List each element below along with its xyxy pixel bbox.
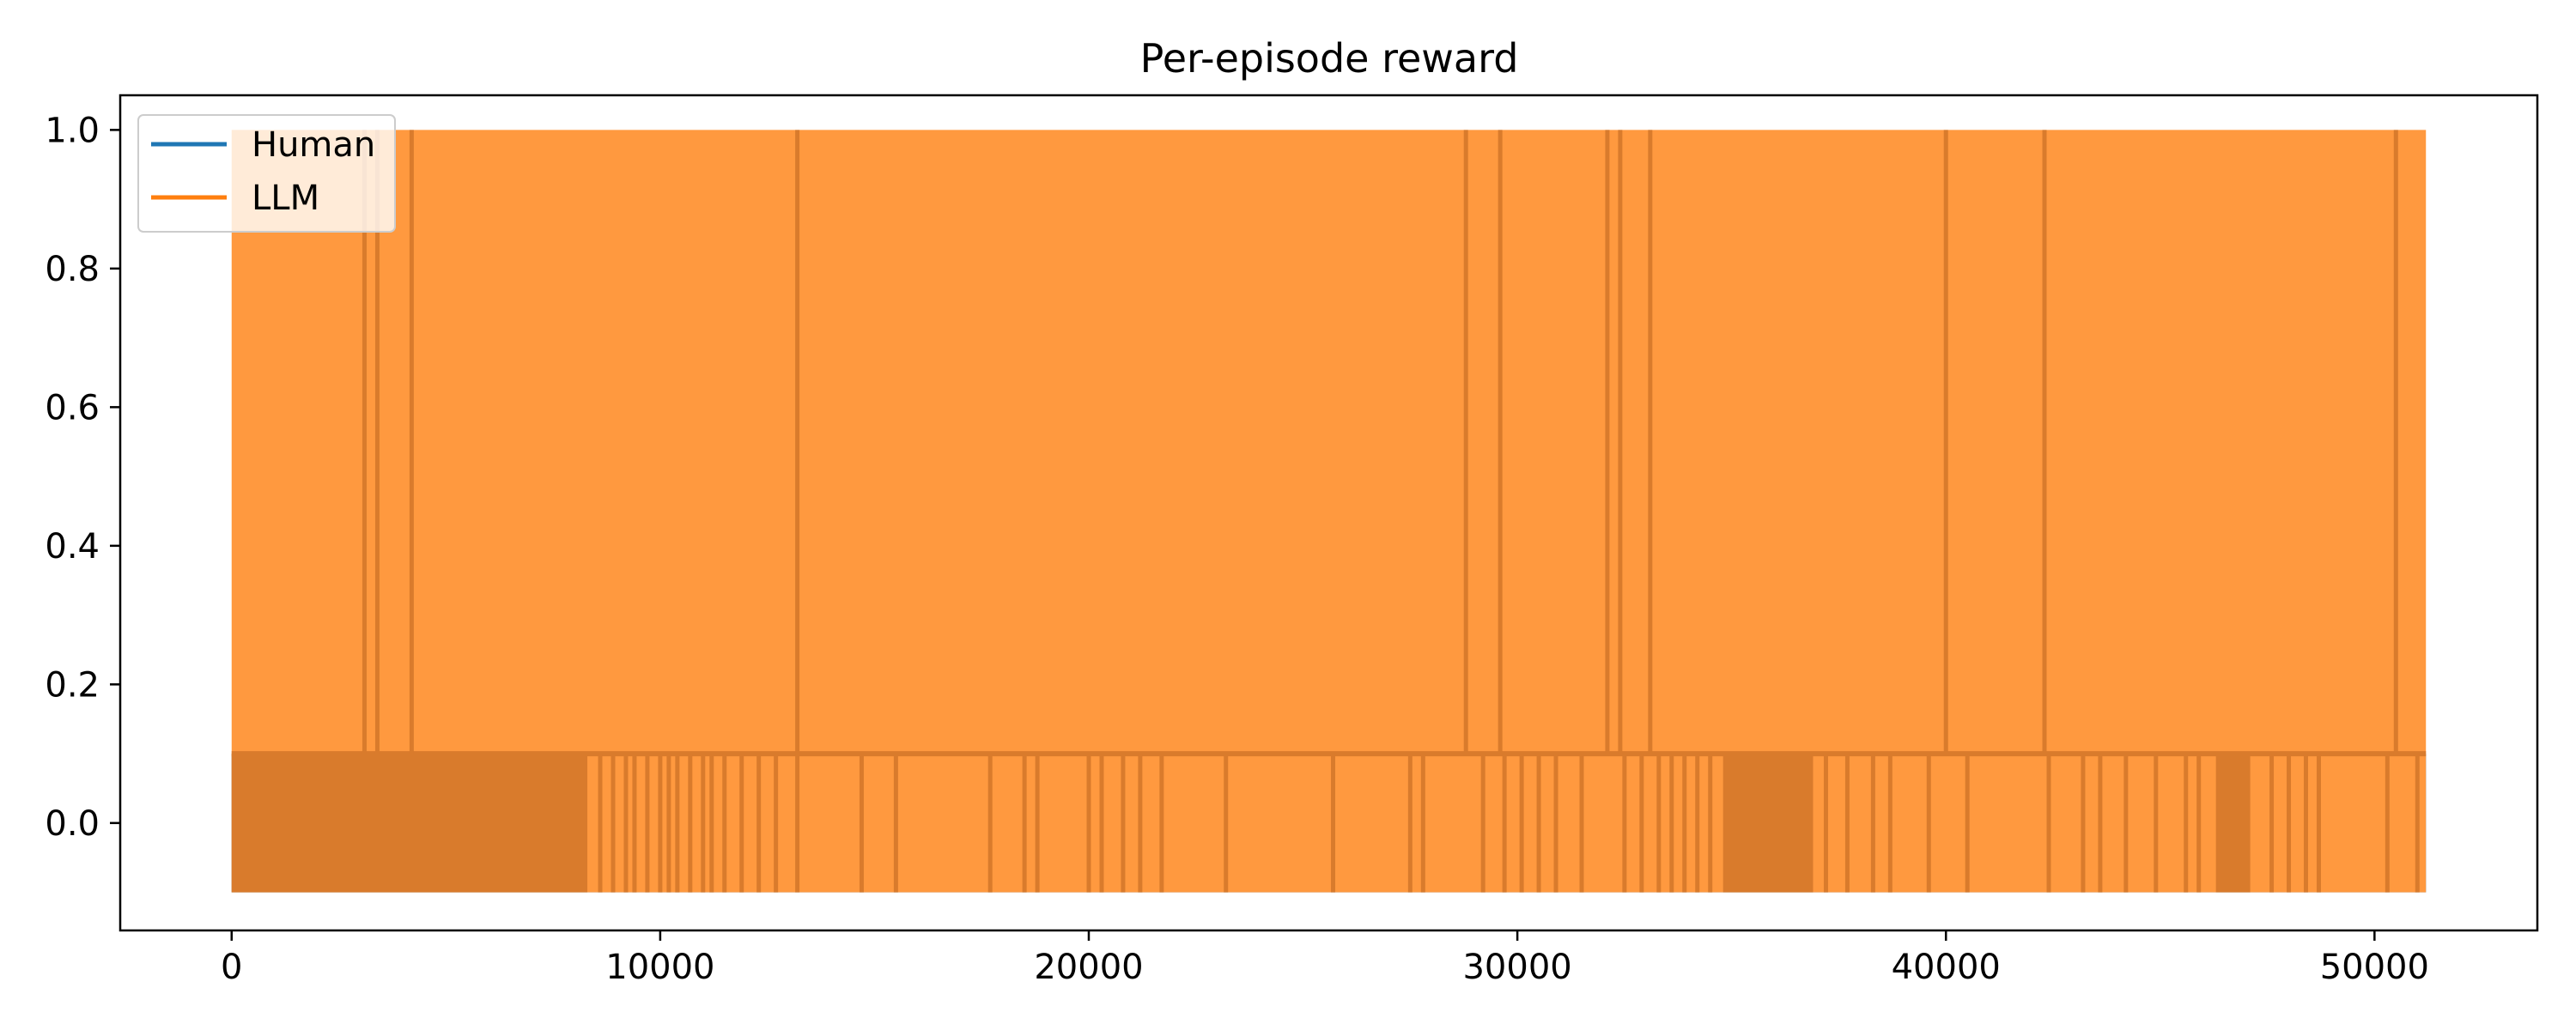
y-tick-label-0.4: 0.4 bbox=[45, 527, 100, 566]
llm-low-band-2 bbox=[2215, 754, 2251, 893]
x-tick-label-10000: 10000 bbox=[605, 948, 714, 987]
x-tick-label-40000: 40000 bbox=[1892, 948, 2001, 987]
y-tick-label-0.6: 0.6 bbox=[45, 388, 100, 427]
llm-low-band-0 bbox=[231, 754, 588, 893]
y-tick-label-0.2: 0.2 bbox=[45, 665, 100, 705]
llm-low-band-1 bbox=[1722, 754, 1814, 893]
axes: 0 10000 20000 30000 40000 50000 0.0 0.2 0.4 0.6 0.… bbox=[45, 94, 2539, 987]
axes-frame bbox=[118, 94, 2539, 932]
x-tick-label-20000: 20000 bbox=[1034, 948, 1143, 987]
chart-title: Per-episode reward bbox=[1140, 35, 1519, 82]
legend: Human LLM bbox=[137, 114, 396, 233]
y-tick-label-0.8: 0.8 bbox=[45, 250, 100, 289]
x-tick-label-50000: 50000 bbox=[2320, 948, 2429, 987]
y-tick-label-1: 1.0 bbox=[45, 111, 100, 150]
legend-label-human: Human bbox=[252, 125, 375, 165]
series-llm-fill bbox=[231, 130, 2427, 893]
plot-area bbox=[231, 130, 2427, 893]
x-tick-label-0: 0 bbox=[221, 948, 242, 987]
x-tick-label-30000: 30000 bbox=[1462, 948, 1571, 987]
y-tick-label-0: 0.0 bbox=[45, 804, 100, 844]
legend-label-llm: LLM bbox=[252, 179, 319, 218]
